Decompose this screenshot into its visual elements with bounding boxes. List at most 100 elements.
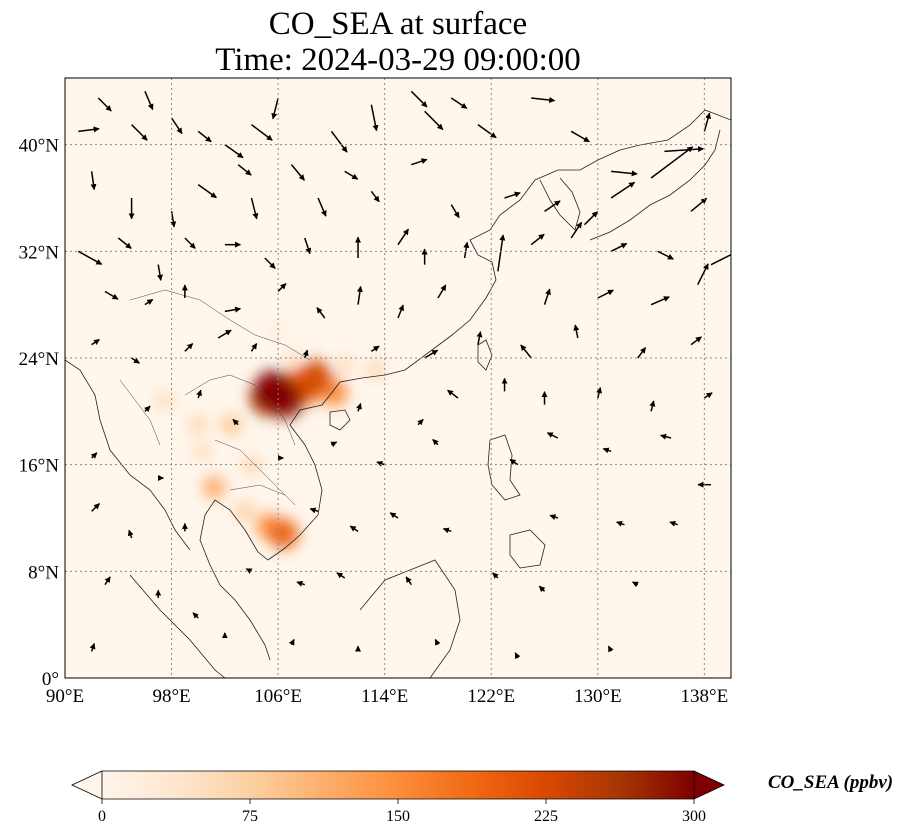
wind-arrow [370,104,379,132]
wind-arrow [450,204,460,219]
lat-tick-label: 8°N [28,562,59,583]
co-concentration-field [156,323,385,550]
map-frame [64,77,732,679]
lat-tick-label: 40°N [19,136,60,157]
wind-arrow [317,197,327,217]
wind-arrow [277,283,287,292]
wind-arrow [520,344,532,359]
colorbar-max-extend [693,770,725,800]
wind-arrow [90,452,98,459]
coastline-mindanao [509,529,546,569]
lon-tick-label: 98°E [152,686,190,707]
wind-arrow [530,233,545,246]
colorbar-tick-label: 75 [242,808,258,825]
wind-arrow [410,90,428,108]
wind-arrow [264,257,276,269]
wind-arrow [664,146,704,153]
lat-tick-label: 16°N [19,456,60,477]
wind-arrow [356,285,363,305]
wind-arrow [131,124,148,141]
lat-tick-label: 32°N [19,242,60,263]
colorbar-tick-label: 225 [534,808,558,825]
wind-arrow [104,290,119,300]
lon-tick-label: 106°E [254,686,302,707]
wind-arrow [690,197,708,212]
wind-arrow [650,146,694,179]
wind-arrow [690,336,702,346]
wind-arrow [197,130,212,143]
wind-arrow [602,447,612,454]
wind-arrow [573,324,580,339]
wind-arrow [302,349,309,359]
colorbar-tick-label: 300 [682,808,706,825]
wind-arrow [290,164,306,181]
colorbar-tick-label: 0 [98,808,106,825]
wind-arrow [217,329,232,339]
wind-arrow [336,572,346,579]
co-hotspot-10 [202,475,226,499]
wind-arrow [296,580,305,587]
wind-arrow [224,306,242,313]
coastline-sumatra [129,574,226,678]
wind-arrow [538,585,546,593]
wind-arrow [91,338,100,346]
wind-arrow [104,576,111,586]
coastline-borneo [359,559,461,678]
wind-arrow [549,514,559,520]
colorbar-tick-label: 150 [386,808,410,825]
wind-arrow [632,581,639,588]
wind-arrow [607,645,614,653]
lon-tick-label: 114°E [361,686,408,707]
wind-arrow [570,130,590,143]
lat-tick-label: 24°N [19,349,60,370]
wind-arrow [434,638,441,646]
wind-arrow [77,250,103,265]
country-borders [119,289,311,506]
wind-arrow [424,110,444,131]
coastlines [65,109,731,678]
wind-arrow [531,97,556,103]
wind-arrow [477,124,497,139]
wind-arrow [196,389,202,399]
lat-lon-gridlines [65,78,731,678]
wind-arrow [197,184,217,199]
co-hotspot-8 [235,501,255,522]
wind-arrow [89,642,96,652]
wind-arrow [90,171,97,191]
coastline-asia [199,109,731,661]
coastline-korea [539,177,581,231]
co-hotspot-2 [156,391,174,410]
wind-arrow [703,112,711,132]
co-hotspot-0 [270,323,286,339]
wind-arrow [497,234,506,272]
wind-arrow [370,190,380,203]
wind-arrow [432,438,439,446]
wind-arrow [91,503,100,512]
wind-arrow [596,387,603,399]
lon-tick-label: 130°E [574,686,622,707]
lat-tick-label: 0° [42,669,59,690]
wind-arrow [504,191,521,199]
wind-arrow [710,251,731,266]
wind-arrow [330,130,348,153]
wind-arrow [397,228,410,246]
wind-arrow [349,525,359,532]
wind-arrow [376,460,385,467]
wind-arrow [463,241,470,259]
wind-arrow [370,345,380,352]
wind-arrow [597,289,614,299]
wind-arrow [650,296,670,306]
wind-arrow [669,520,678,527]
wind-arrow [450,97,468,110]
wind-arrow [424,349,439,359]
wind-arrow [309,507,319,514]
wind-arrow [304,237,312,255]
wind-arrow [131,357,140,364]
wind-arrow [546,432,559,439]
colorbar: 0 75 150 225 300 [71,770,725,825]
wind-arrow [417,418,424,426]
wind-arrow [447,389,459,399]
wind-arrow [224,144,244,159]
wind-arrow [192,612,199,619]
